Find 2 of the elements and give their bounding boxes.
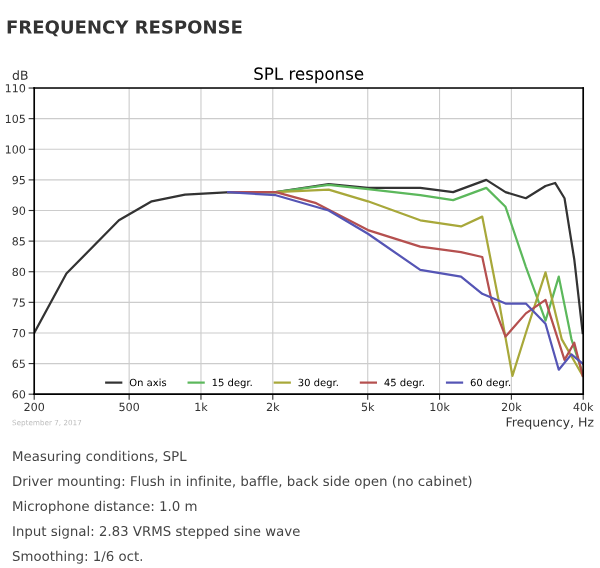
chart-subtitle: FREQUENCY RESPONSE (7, 20, 242, 37)
chart-title: SPL response (254, 67, 364, 84)
